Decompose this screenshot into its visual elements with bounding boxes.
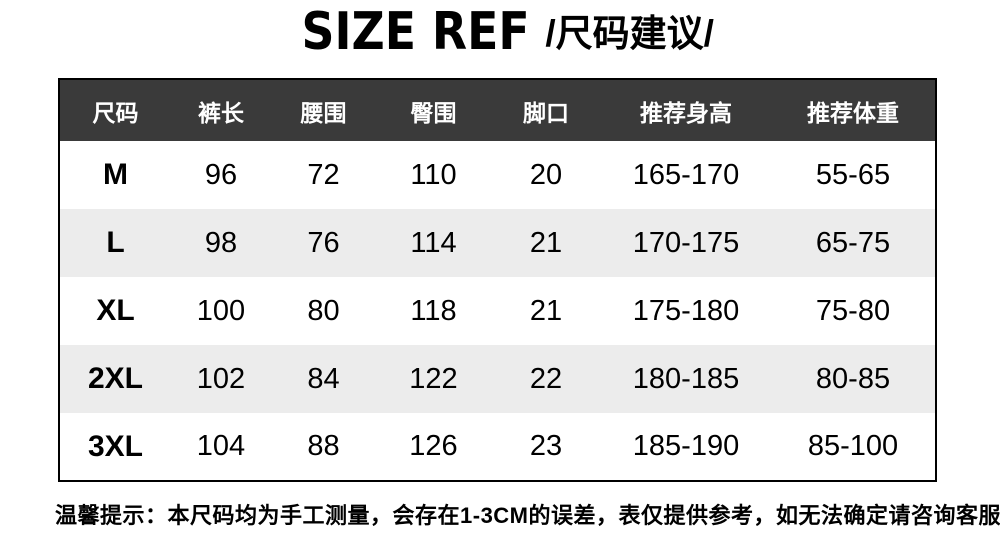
size-cell: XL [96,294,135,327]
value-cell: 85-100 [807,430,899,462]
value-cell: 72 [307,158,340,191]
value-cell: 126 [409,430,458,462]
value-cell: 170-175 [632,226,740,259]
value-cell: 76 [307,226,340,259]
value-cell: 65-75 [815,226,891,259]
table-row: 3XL 104 88 126 23 185-190 85-100 [59,413,936,481]
header-cell-rec-weight: 推荐体重 [771,79,936,141]
value-cell: 21 [529,226,563,259]
header-cell-hip: 臀围 [376,79,491,141]
value-cell: 80-85 [815,362,891,395]
value-cell: 185-190 [632,430,740,462]
value-cell: 21 [529,294,563,327]
value-cell: 22 [529,362,563,395]
value-cell: 55-65 [815,158,891,191]
value-cell: 80 [307,294,340,327]
table-row: L 98 76 114 21 170-175 65-75 [59,209,936,277]
header-cell-pants-length: 裤长 [171,79,271,141]
table-row: M 96 72 110 20 165-170 55-65 [59,141,936,209]
header-cell-waist: 腰围 [271,79,376,141]
title-chinese: /尺码建议/ [545,13,714,54]
size-cell: L [106,226,125,259]
header-cell-leg-opening: 脚口 [491,79,601,141]
size-cell: 2XL [87,362,144,395]
value-cell: 96 [204,158,238,191]
value-cell: 23 [529,430,563,462]
size-cell: M [103,158,128,191]
value-cell: 84 [307,362,340,395]
value-cell: 98 [204,226,238,259]
value-cell: 175-180 [632,294,740,327]
measurement-disclaimer-note: 温馨提示：本尺码均为手工测量，会存在1-3CM的误差，表仅提供参考，如无法确定请… [55,503,1000,528]
table-row: 2XL 102 84 122 22 180-185 80-85 [59,345,936,413]
header-cell-size: 尺码 [59,79,171,141]
value-cell: 20 [529,158,563,191]
header-cell-rec-height: 推荐身高 [601,79,771,141]
value-cell: 122 [409,362,458,395]
value-cell: 104 [196,430,246,462]
value-cell: 102 [196,362,246,395]
value-cell: 100 [196,294,246,327]
page-title: SIZE REF/尺码建议/ [0,2,1000,62]
size-reference-table: 尺码 裤长 腰围 臀围 脚口 推荐身高 推荐体重 M 96 72 110 20 … [58,78,937,482]
table-row: XL 100 80 118 21 175-180 75-80 [59,277,936,345]
table-header-row: 尺码 裤长 腰围 臀围 脚口 推荐身高 推荐体重 [59,79,936,141]
value-cell: 180-185 [632,362,740,395]
value-cell: 88 [307,430,340,462]
title-english: SIZE REF [301,2,530,62]
value-cell: 75-80 [815,294,891,327]
value-cell: 110 [410,158,457,191]
size-cell: 3XL [87,429,144,463]
value-cell: 114 [410,226,457,259]
value-cell: 165-170 [632,158,740,191]
value-cell: 118 [410,294,457,327]
